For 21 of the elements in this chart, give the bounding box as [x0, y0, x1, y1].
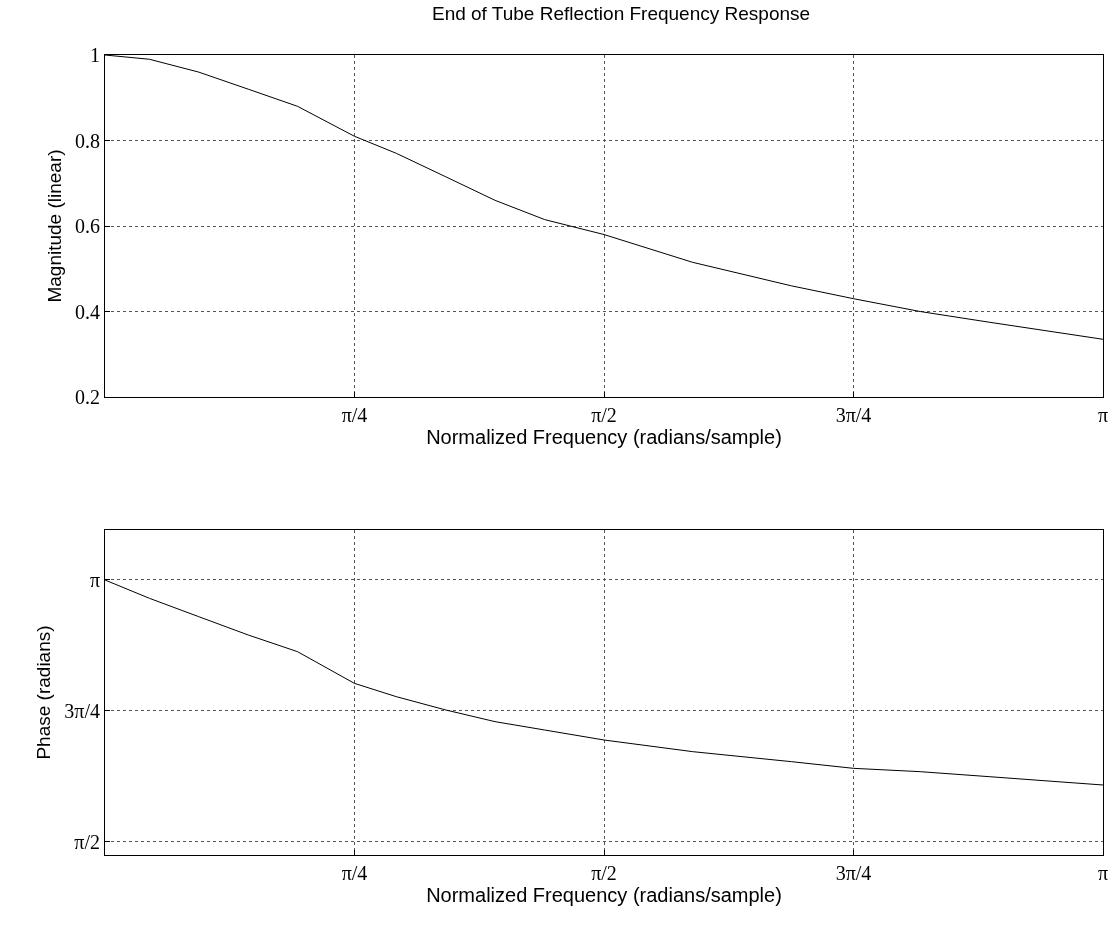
- x-tick-label: 3π/4: [835, 862, 872, 884]
- y-tick-label: 0.4: [75, 300, 100, 323]
- x-tick-label: 3π/4: [835, 404, 872, 426]
- x-tick-label: π: [1097, 862, 1109, 884]
- y-tick-label: 0.8: [75, 129, 100, 152]
- x-tick-label: π/2: [591, 862, 617, 884]
- y-tick-label: 3π/4: [64, 699, 100, 722]
- x-tick-label: π: [1097, 404, 1109, 426]
- x-axis-title: Normalized Frequency (radians/sample): [426, 884, 782, 906]
- y-axis-title: Phase (radians): [33, 625, 55, 760]
- y-tick-label: π/2: [74, 830, 100, 853]
- x-tick-label: π/4: [341, 404, 368, 426]
- x-axis-title: Normalized Frequency (radians/sample): [426, 426, 782, 448]
- y-tick-label: 0.6: [75, 215, 100, 237]
- x-tick-label: π/2: [591, 404, 617, 426]
- y-tick-label: 1: [90, 44, 100, 66]
- y-tick-label: 0.2: [75, 386, 100, 408]
- chart-title: End of Tube Reflection Frequency Response: [431, 3, 811, 25]
- y-axis-title: Magnitude (linear): [43, 149, 65, 303]
- y-tick-label: π: [89, 568, 100, 591]
- x-tick-label: π/4: [341, 862, 368, 884]
